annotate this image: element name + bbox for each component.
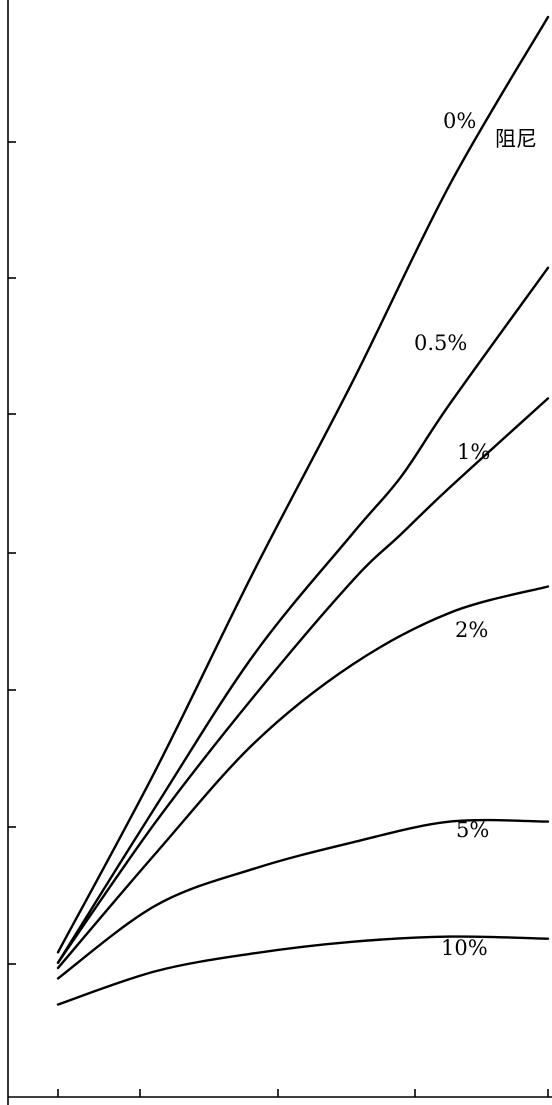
curve-label-5: 10% [441,936,488,960]
curve-series-5 [56,935,550,1006]
curve-labels: 0% 阻尼 0.5% 1% 2% 5% 10% [414,109,537,960]
curve-series-3 [56,585,550,970]
curve-label-damping-suffix: 阻尼 [495,127,537,151]
x-axis-ticks [57,1089,549,1097]
curve-label-4: 5% [456,818,489,842]
curve-label-2: 1% [457,440,490,464]
curve-series-1 [56,266,550,964]
curve-label-3: 2% [455,618,488,642]
curve-series-2 [56,397,550,964]
y-axis-ticks [8,141,16,965]
curve-series-0 [56,15,550,954]
curve-label-0: 0% [443,109,476,133]
curves [56,15,550,1006]
curve-label-1: 0.5% [414,331,467,355]
curve-series-4 [56,818,550,980]
